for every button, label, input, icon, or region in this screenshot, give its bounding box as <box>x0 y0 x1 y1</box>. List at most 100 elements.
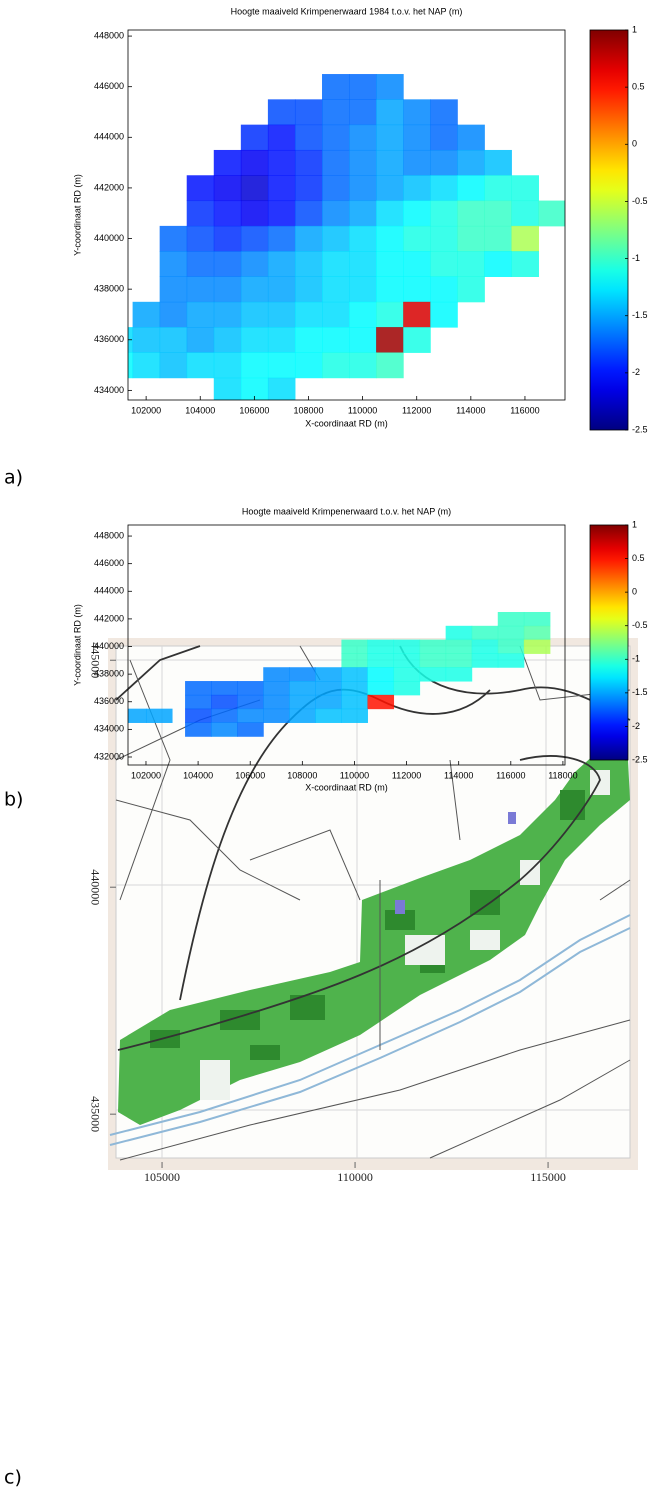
point <box>186 301 215 328</box>
point <box>376 352 404 379</box>
point <box>315 694 342 710</box>
y-tick-label: 444000 <box>94 132 124 142</box>
colorbar-tick-label: -2.5 <box>632 424 648 434</box>
x-tick-label: 114000 <box>444 770 473 780</box>
point <box>484 149 512 176</box>
point <box>289 681 316 696</box>
point <box>267 276 296 303</box>
point <box>159 251 188 277</box>
point <box>419 639 447 654</box>
point <box>128 708 147 723</box>
y-tick-label: 440000 <box>88 869 102 905</box>
point <box>341 694 368 710</box>
point <box>430 301 458 328</box>
point <box>484 175 512 202</box>
point <box>186 175 215 202</box>
point <box>430 175 458 202</box>
point <box>132 352 161 379</box>
point <box>457 276 485 303</box>
point <box>315 681 342 696</box>
x-tick-label: 115000 <box>530 1170 566 1184</box>
point <box>186 276 215 303</box>
point <box>393 653 421 668</box>
point <box>159 327 188 353</box>
point <box>185 708 212 723</box>
point <box>213 175 242 202</box>
point <box>267 301 296 328</box>
point <box>393 667 421 682</box>
point <box>132 327 161 353</box>
point <box>211 722 238 737</box>
colorbar-tick-label: -1.5 <box>632 310 648 320</box>
point <box>315 708 342 723</box>
point <box>523 639 551 654</box>
point <box>213 377 242 400</box>
x-tick-label: 104000 <box>185 405 215 415</box>
point <box>445 625 473 641</box>
point <box>457 200 485 227</box>
point <box>376 251 404 277</box>
y-tick-label: 438000 <box>94 669 124 679</box>
point <box>349 149 377 176</box>
colorbar-tick-label: -1 <box>632 654 640 664</box>
point <box>211 681 238 696</box>
x-tick-label: 118000 <box>548 770 577 780</box>
point <box>237 694 264 710</box>
chart-title: Hoogte maaiveld Krimpenerwaard 1984 t.o.… <box>231 6 463 16</box>
point <box>471 625 499 641</box>
point <box>349 352 377 379</box>
point <box>322 225 350 252</box>
point <box>376 124 404 151</box>
x-tick-label: 110000 <box>348 405 377 415</box>
point <box>322 200 350 227</box>
x-tick-label: 110000 <box>340 770 369 780</box>
point <box>497 611 525 627</box>
point <box>185 681 212 696</box>
point <box>349 225 377 252</box>
point <box>322 301 350 328</box>
point <box>237 708 264 723</box>
point <box>267 175 296 202</box>
panel-label: c) <box>4 1467 22 1489</box>
point <box>185 694 212 710</box>
panel-label: b) <box>4 789 23 811</box>
y-tick-label: 442000 <box>94 182 124 192</box>
point <box>376 276 404 303</box>
y-tick-label: 448000 <box>94 530 124 540</box>
point <box>294 251 323 277</box>
colorbar-tick-label: -1 <box>632 253 640 263</box>
y-axis-label: Y-coordinaat RD (m) <box>72 604 82 686</box>
point <box>159 352 188 379</box>
point <box>289 694 316 710</box>
y-tick-label: 444000 <box>94 586 124 596</box>
point <box>457 175 485 202</box>
point <box>294 276 323 303</box>
point <box>237 681 264 696</box>
point <box>294 149 323 176</box>
point <box>145 708 173 723</box>
point <box>349 327 377 353</box>
point <box>267 124 296 151</box>
point <box>341 681 368 696</box>
point <box>267 99 296 126</box>
point <box>294 352 323 379</box>
point <box>349 200 377 227</box>
point <box>322 327 350 353</box>
point <box>445 653 473 668</box>
x-tick-label: 104000 <box>183 770 213 780</box>
point <box>376 200 404 227</box>
point <box>289 708 316 723</box>
point <box>294 200 323 227</box>
x-tick-label: 108000 <box>293 405 323 415</box>
point <box>376 225 404 252</box>
point <box>267 225 296 252</box>
point <box>445 639 473 654</box>
point <box>213 276 242 303</box>
colorbar-tick-label: -2 <box>632 367 640 377</box>
point <box>213 301 242 328</box>
colorbar-tick-label: -0.5 <box>632 620 648 630</box>
point <box>240 327 269 353</box>
colorbar-tick-label: 0.5 <box>632 82 645 92</box>
point <box>289 667 316 682</box>
